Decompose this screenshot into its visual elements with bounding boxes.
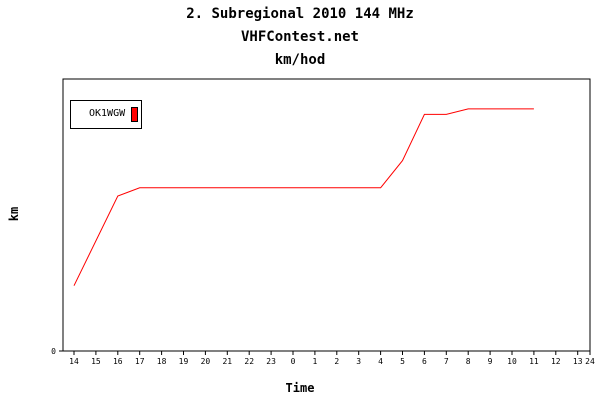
x-tick-label: 23 [266, 357, 276, 366]
x-tick-label: 16 [113, 357, 123, 366]
series-line [73, 108, 534, 286]
x-tick-label: 11 [529, 357, 539, 366]
chart-subtitle-units: km/hod [274, 52, 326, 68]
y-tick-label: 0 [51, 347, 56, 356]
x-tick-label: 0 [291, 357, 296, 366]
legend: OK1WGW [70, 100, 142, 129]
x-tick-label: 18 [157, 357, 167, 366]
x-tick-label: 6 [422, 357, 427, 366]
y-axis-label: km [7, 206, 21, 222]
x-tick-label: 19 [179, 357, 189, 366]
x-tick-label: 14 [69, 357, 79, 366]
x-tick-label: 17 [135, 357, 145, 366]
x-tick-label: 21 [222, 357, 232, 366]
x-tick-label: 10 [507, 357, 517, 366]
x-tick-label: 20 [201, 357, 211, 366]
x-tick-label: 1 [312, 357, 317, 366]
legend-swatch [131, 107, 138, 122]
x-tick-label: 2 [334, 357, 339, 366]
chart-subtitle: VHFContest.net [240, 29, 359, 45]
x-tick-label: 4 [378, 357, 383, 366]
plot-frame [62, 78, 591, 352]
x-tick-label: 12 [551, 357, 561, 366]
x-tick-label: 3 [356, 357, 361, 366]
x-tick-label: 5 [400, 357, 405, 366]
x-tick-label: 15 [91, 357, 101, 366]
x-tick-label: 8 [466, 357, 471, 366]
x-tick-label: 22 [244, 357, 254, 366]
x-tick-label: 7 [444, 357, 449, 366]
x-axis-label: Time [285, 381, 315, 395]
x-tick-label: 13 [573, 357, 583, 366]
x-tick-label: 9 [488, 357, 493, 366]
chart-title: 2. Subregional 2010 144 MHz [186, 6, 414, 22]
legend-label: OK1WGW [89, 108, 126, 119]
x-tick-label: 24 [585, 357, 595, 366]
